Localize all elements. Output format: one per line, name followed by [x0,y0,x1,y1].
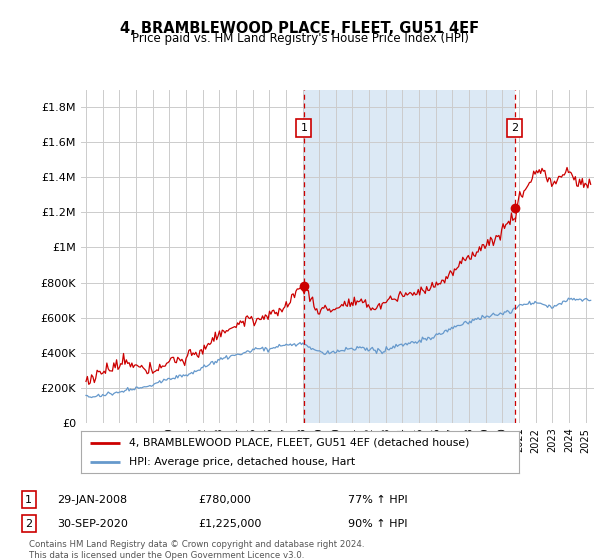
Text: HPI: Average price, detached house, Hart: HPI: Average price, detached house, Hart [129,457,355,467]
Text: Contains HM Land Registry data © Crown copyright and database right 2024.
This d: Contains HM Land Registry data © Crown c… [29,540,364,559]
Text: £780,000: £780,000 [198,494,251,505]
Text: 30-SEP-2020: 30-SEP-2020 [57,519,128,529]
Text: 1: 1 [301,123,307,133]
Text: 2: 2 [511,123,518,133]
Text: 29-JAN-2008: 29-JAN-2008 [57,494,127,505]
Text: £1,225,000: £1,225,000 [198,519,262,529]
Text: 77% ↑ HPI: 77% ↑ HPI [348,494,407,505]
Text: 90% ↑ HPI: 90% ↑ HPI [348,519,407,529]
Text: 4, BRAMBLEWOOD PLACE, FLEET, GU51 4EF (detached house): 4, BRAMBLEWOOD PLACE, FLEET, GU51 4EF (d… [129,437,470,447]
Text: 2: 2 [25,519,32,529]
Text: 4, BRAMBLEWOOD PLACE, FLEET, GU51 4EF: 4, BRAMBLEWOOD PLACE, FLEET, GU51 4EF [121,21,479,36]
Text: Price paid vs. HM Land Registry's House Price Index (HPI): Price paid vs. HM Land Registry's House … [131,32,469,45]
Text: 1: 1 [25,494,32,505]
Bar [304,90,515,423]
